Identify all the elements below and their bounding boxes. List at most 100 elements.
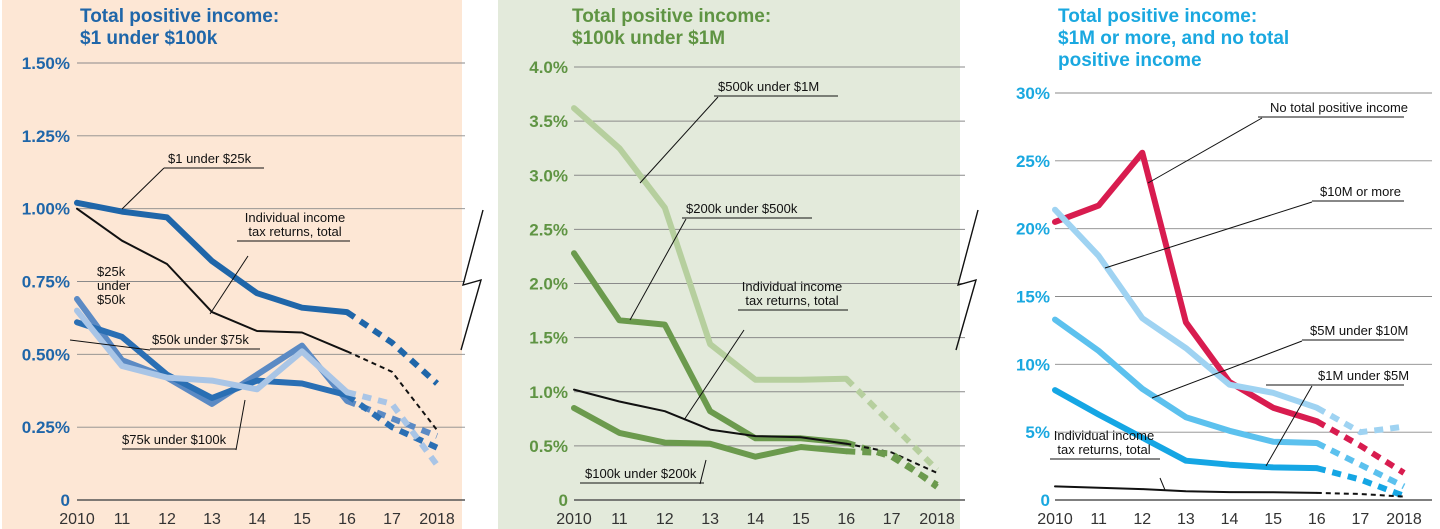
series-line xyxy=(573,388,848,445)
series-projection-line xyxy=(1315,418,1406,476)
series-label: $5M under $10M xyxy=(1310,323,1408,338)
series-label-line: under xyxy=(97,278,131,293)
y-tick-label: 30% xyxy=(1016,84,1050,103)
series-projection-line xyxy=(1316,491,1405,498)
series-line xyxy=(1054,485,1318,494)
series-label: $500k under $1M xyxy=(718,79,819,94)
callout-leader xyxy=(1104,201,1313,269)
x-tick-label: 13 xyxy=(1177,511,1195,528)
y-tick-label: 2.5% xyxy=(529,220,568,239)
x-tick-label: 2010 xyxy=(1037,511,1073,528)
x-tick-label: 13 xyxy=(203,511,221,528)
axis-break-mark xyxy=(955,209,979,351)
callout-leader xyxy=(121,167,165,210)
x-tick-label: 17 xyxy=(383,511,401,528)
x-tick-label: 2010 xyxy=(59,511,95,528)
series-projection-line xyxy=(346,389,440,467)
series-line xyxy=(74,319,350,401)
y-tick-label: 0.75% xyxy=(22,273,70,292)
callout-leader xyxy=(1265,385,1313,467)
x-tick-label: 14 xyxy=(1221,511,1239,528)
panel-3: 0 5% 10% 15% 20% 25% 30% 2010 11 12 13 14 15 16 17 2018… xyxy=(1016,6,1432,528)
series-projection-line xyxy=(345,309,440,386)
x-tick-label: 17 xyxy=(883,511,901,528)
series-projection-line xyxy=(345,392,439,451)
x-tick-label: 2018 xyxy=(1386,511,1422,528)
series-line xyxy=(571,405,850,460)
y-tick-label: 15% xyxy=(1016,288,1050,307)
callout-leader xyxy=(69,339,151,351)
chart-title-line: positive income xyxy=(1058,50,1202,71)
series-line xyxy=(1052,316,1320,446)
series-line xyxy=(74,296,350,407)
panel-2: 0 0.5% 1.0% 1.5% 2.0% 2.5% 3.0% 3.5% 4.0% 2010 11 1… xyxy=(498,0,965,529)
y-tick-label: 1.50% xyxy=(22,54,70,73)
series-line xyxy=(76,207,348,353)
callout-leader xyxy=(235,399,246,451)
callout-leader xyxy=(683,329,745,421)
x-tick-label: 12 xyxy=(1133,511,1151,528)
x-tick-label: 16 xyxy=(837,511,855,528)
y-tick-label: 0 xyxy=(61,491,70,510)
panel-background xyxy=(498,0,960,529)
series-projection-line xyxy=(846,448,939,490)
series-line xyxy=(74,307,350,396)
chart-title-line: Total positive income: xyxy=(1058,6,1257,27)
y-tick-label: 3.5% xyxy=(529,112,568,131)
x-tick-label: 2018 xyxy=(419,511,455,528)
x-tick-label: 12 xyxy=(656,511,674,528)
series-label: $25k under $50k xyxy=(97,264,131,307)
x-tick-label: 14 xyxy=(248,511,266,528)
series-projection-line xyxy=(1315,405,1405,436)
x-tick-label: 15 xyxy=(1264,511,1282,528)
x-tick-label: 14 xyxy=(747,511,765,528)
y-tick-label: 1.5% xyxy=(529,329,568,348)
chart-title-line: $1 under $100k xyxy=(80,28,218,49)
series-projection-line xyxy=(1315,440,1406,490)
y-tick-label: 10% xyxy=(1016,355,1050,374)
x-tick-label: 2010 xyxy=(556,511,592,528)
series-projection-line xyxy=(346,350,438,431)
chart-title: Total positive income: $100k under $1M xyxy=(572,6,771,49)
series-label: Individual income tax returns, total xyxy=(245,210,345,239)
x-tick-label: 15 xyxy=(792,511,810,528)
x-tick-label: 11 xyxy=(1090,511,1107,528)
callout-leader xyxy=(629,218,687,321)
y-tick-label: 0.25% xyxy=(22,418,70,437)
chart-title-line: Total positive income: xyxy=(572,6,771,27)
series-label-line: tax returns, total xyxy=(1057,442,1150,457)
y-tick-label: 4.0% xyxy=(529,58,568,77)
series-line xyxy=(571,105,850,383)
series-label-line: Individual income xyxy=(1054,428,1154,443)
series-label: $1 under $25k xyxy=(168,151,252,166)
callout-leader xyxy=(1159,477,1166,491)
x-tick-label: 2018 xyxy=(919,511,955,528)
y-tick-label: 20% xyxy=(1016,220,1050,239)
series-label: Individual income tax returns, total xyxy=(1054,428,1154,457)
callout-leader xyxy=(1147,117,1263,184)
y-tick-label: 0.5% xyxy=(529,437,568,456)
y-tick-label: 25% xyxy=(1016,152,1050,171)
x-tick-label: 12 xyxy=(158,511,176,528)
y-tick-label: 0.50% xyxy=(22,345,70,364)
x-tick-label: 16 xyxy=(1308,511,1326,528)
series-projection-line xyxy=(844,376,940,472)
series-label-line: Individual income xyxy=(742,279,842,294)
y-tick-label: 1.0% xyxy=(529,383,568,402)
series-label-line: tax returns, total xyxy=(745,293,838,308)
series-line xyxy=(74,199,350,316)
series-line xyxy=(1052,206,1320,411)
callout-leader xyxy=(209,255,249,315)
y-tick-label: 3.0% xyxy=(529,166,568,185)
series-label: Individual income tax returns, total xyxy=(742,279,842,308)
y-tick-label: 2.0% xyxy=(529,275,568,294)
x-tick-label: 11 xyxy=(114,511,131,528)
series-label-line: $50k xyxy=(97,292,126,307)
series-label-line: Individual income xyxy=(245,210,345,225)
chart-title: Total positive income: $1M or more, and n… xyxy=(1058,6,1289,71)
chart-title-line: Total positive income: xyxy=(80,6,279,27)
panel-1: 0 0.25% 0.50% 0.75% 1.00% 1.25% 1.50% 2010 11 12 1… xyxy=(2,0,465,529)
series-label-line: $25k xyxy=(97,264,126,279)
series-label: $10M or more xyxy=(1320,184,1401,199)
